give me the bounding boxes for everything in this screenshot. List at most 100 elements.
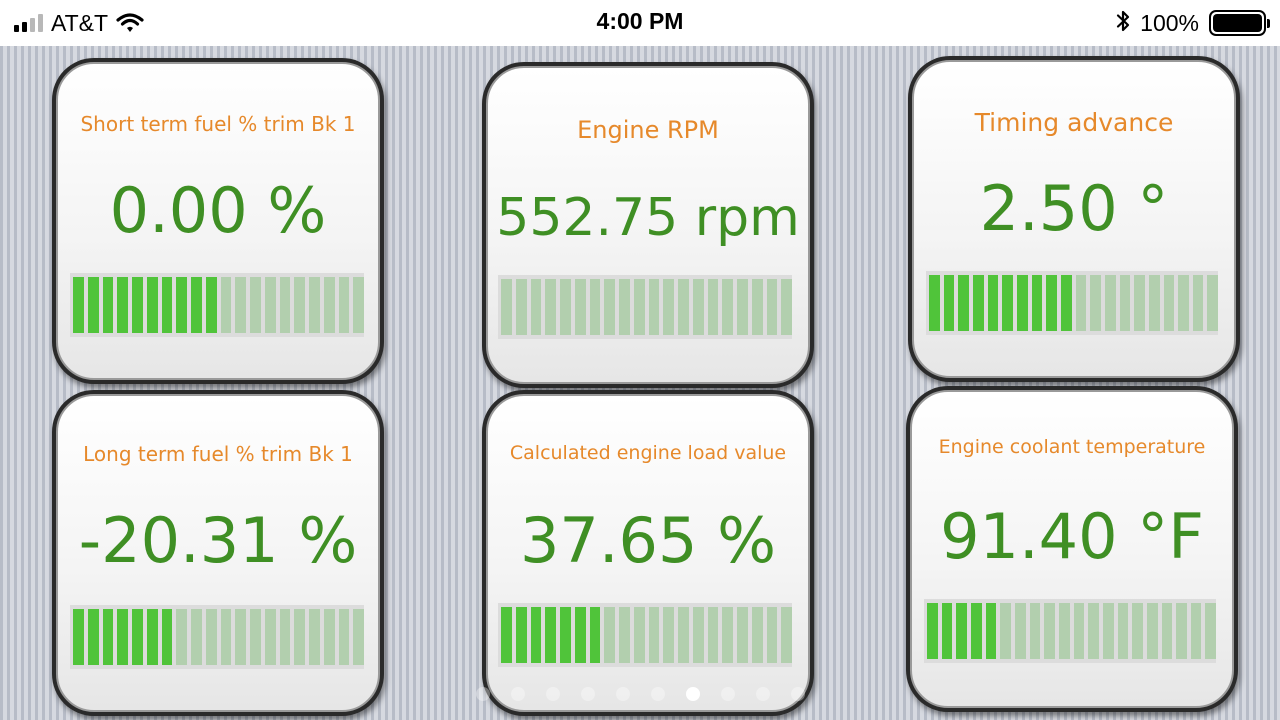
level-segment — [545, 279, 556, 335]
level-segment — [205, 609, 217, 665]
page-indicator[interactable] — [0, 687, 1280, 701]
level-segment — [73, 277, 84, 333]
level-segment — [1207, 275, 1219, 331]
level-segment — [102, 277, 114, 333]
bluetooth-icon — [1116, 9, 1130, 38]
level-segment — [191, 609, 202, 665]
level-segment — [604, 607, 615, 663]
page-dot[interactable] — [650, 687, 665, 701]
gauge-panel: Timing advance 2.50 ° — [912, 60, 1236, 378]
level-segment — [264, 609, 276, 665]
page-dot[interactable] — [615, 687, 630, 701]
page-dot[interactable] — [545, 687, 560, 701]
level-segment — [781, 607, 792, 663]
level-segment — [1148, 275, 1160, 331]
level-segment — [663, 279, 674, 335]
level-segment — [1190, 603, 1202, 659]
gauge-level-bar — [926, 271, 1219, 335]
gauge-tile-timing-advance[interactable]: Timing advance 2.50 ° — [908, 56, 1240, 382]
page-dot[interactable] — [755, 687, 770, 701]
gauge-tile-engine-load[interactable]: Calculated engine load value 37.65 % — [482, 390, 814, 716]
gauge-tile-engine-rpm[interactable]: Engine RPM 552.75 rpm — [482, 62, 814, 388]
level-segment — [132, 277, 143, 333]
status-bar-left: AT&T — [14, 8, 144, 38]
level-segment — [1119, 275, 1131, 331]
level-segment — [530, 607, 542, 663]
status-time: 4:00 PM — [596, 8, 684, 34]
level-segment — [501, 279, 512, 335]
level-segment — [751, 279, 763, 335]
level-segment — [1014, 603, 1026, 659]
level-segment — [294, 277, 305, 333]
level-segment — [1146, 603, 1158, 659]
status-bar-right: 100% — [1116, 8, 1270, 38]
level-segment — [102, 609, 114, 665]
level-segment — [678, 279, 689, 335]
gauge-level-bar — [498, 275, 792, 339]
level-segment — [692, 279, 704, 335]
level-segment — [309, 277, 320, 333]
gauge-panel: Long term fuel % trim Bk 1 -20.31 % — [56, 394, 380, 712]
level-segment — [1102, 603, 1114, 659]
level-segment — [737, 607, 748, 663]
level-segment — [972, 275, 984, 331]
level-segment — [1163, 275, 1175, 331]
gauge-tile-short-term-fuel-trim[interactable]: Short term fuel % trim Bk 1 0.00 % — [52, 58, 384, 384]
level-segment — [501, 607, 512, 663]
gauge-panel: Engine RPM 552.75 rpm — [486, 66, 810, 384]
level-segment — [604, 279, 615, 335]
level-segment — [515, 607, 527, 663]
level-segment — [235, 277, 246, 333]
level-segment — [1031, 275, 1043, 331]
level-segment — [766, 279, 778, 335]
page-dot[interactable] — [790, 687, 805, 701]
page-dot[interactable] — [720, 687, 735, 701]
page-dot[interactable] — [510, 687, 525, 701]
level-segment — [250, 609, 261, 665]
level-segment — [353, 277, 364, 333]
page-dot[interactable] — [580, 687, 595, 701]
level-segment — [941, 603, 953, 659]
level-segment — [1000, 603, 1011, 659]
carrier-name: AT&T — [51, 9, 109, 36]
level-segment — [970, 603, 982, 659]
level-segment — [353, 609, 364, 665]
gauge-label: Engine RPM — [577, 116, 719, 144]
level-segment — [323, 277, 335, 333]
level-segment — [530, 279, 542, 335]
gauge-tile-long-term-fuel-trim[interactable]: Long term fuel % trim Bk 1 -20.31 % — [52, 390, 384, 716]
page-dot[interactable] — [685, 687, 700, 701]
level-segment — [250, 277, 261, 333]
level-segment — [176, 277, 187, 333]
level-segment — [956, 603, 967, 659]
level-segment — [648, 607, 660, 663]
level-segment — [722, 607, 733, 663]
level-segment — [958, 275, 969, 331]
level-segment — [161, 277, 173, 333]
gauge-dashboard[interactable]: Short term fuel % trim Bk 1 0.00 % Engin… — [0, 46, 1280, 720]
level-segment — [191, 277, 202, 333]
level-segment — [309, 609, 320, 665]
level-segment — [132, 609, 143, 665]
level-segment — [781, 279, 792, 335]
level-segment — [176, 609, 187, 665]
level-segment — [560, 279, 571, 335]
gauge-value: 91.40 °F — [940, 500, 1204, 573]
gauge-tile-coolant-temperature[interactable]: Engine coolant temperature 91.40 °F — [906, 386, 1238, 712]
level-segment — [87, 609, 99, 665]
level-segment — [1073, 603, 1085, 659]
level-segment — [987, 275, 999, 331]
level-segment — [117, 277, 128, 333]
battery-percent: 100% — [1140, 9, 1199, 36]
gauge-label: Short term fuel % trim Bk 1 — [80, 112, 356, 136]
level-segment — [574, 607, 586, 663]
level-segment — [633, 279, 645, 335]
page-dot[interactable] — [475, 687, 490, 701]
level-segment — [574, 279, 586, 335]
level-segment — [146, 609, 158, 665]
level-segment — [678, 607, 689, 663]
level-segment — [1192, 275, 1204, 331]
status-bar: AT&T 4:00 PM 100% — [0, 0, 1280, 46]
level-segment — [751, 607, 763, 663]
level-segment — [1029, 603, 1041, 659]
